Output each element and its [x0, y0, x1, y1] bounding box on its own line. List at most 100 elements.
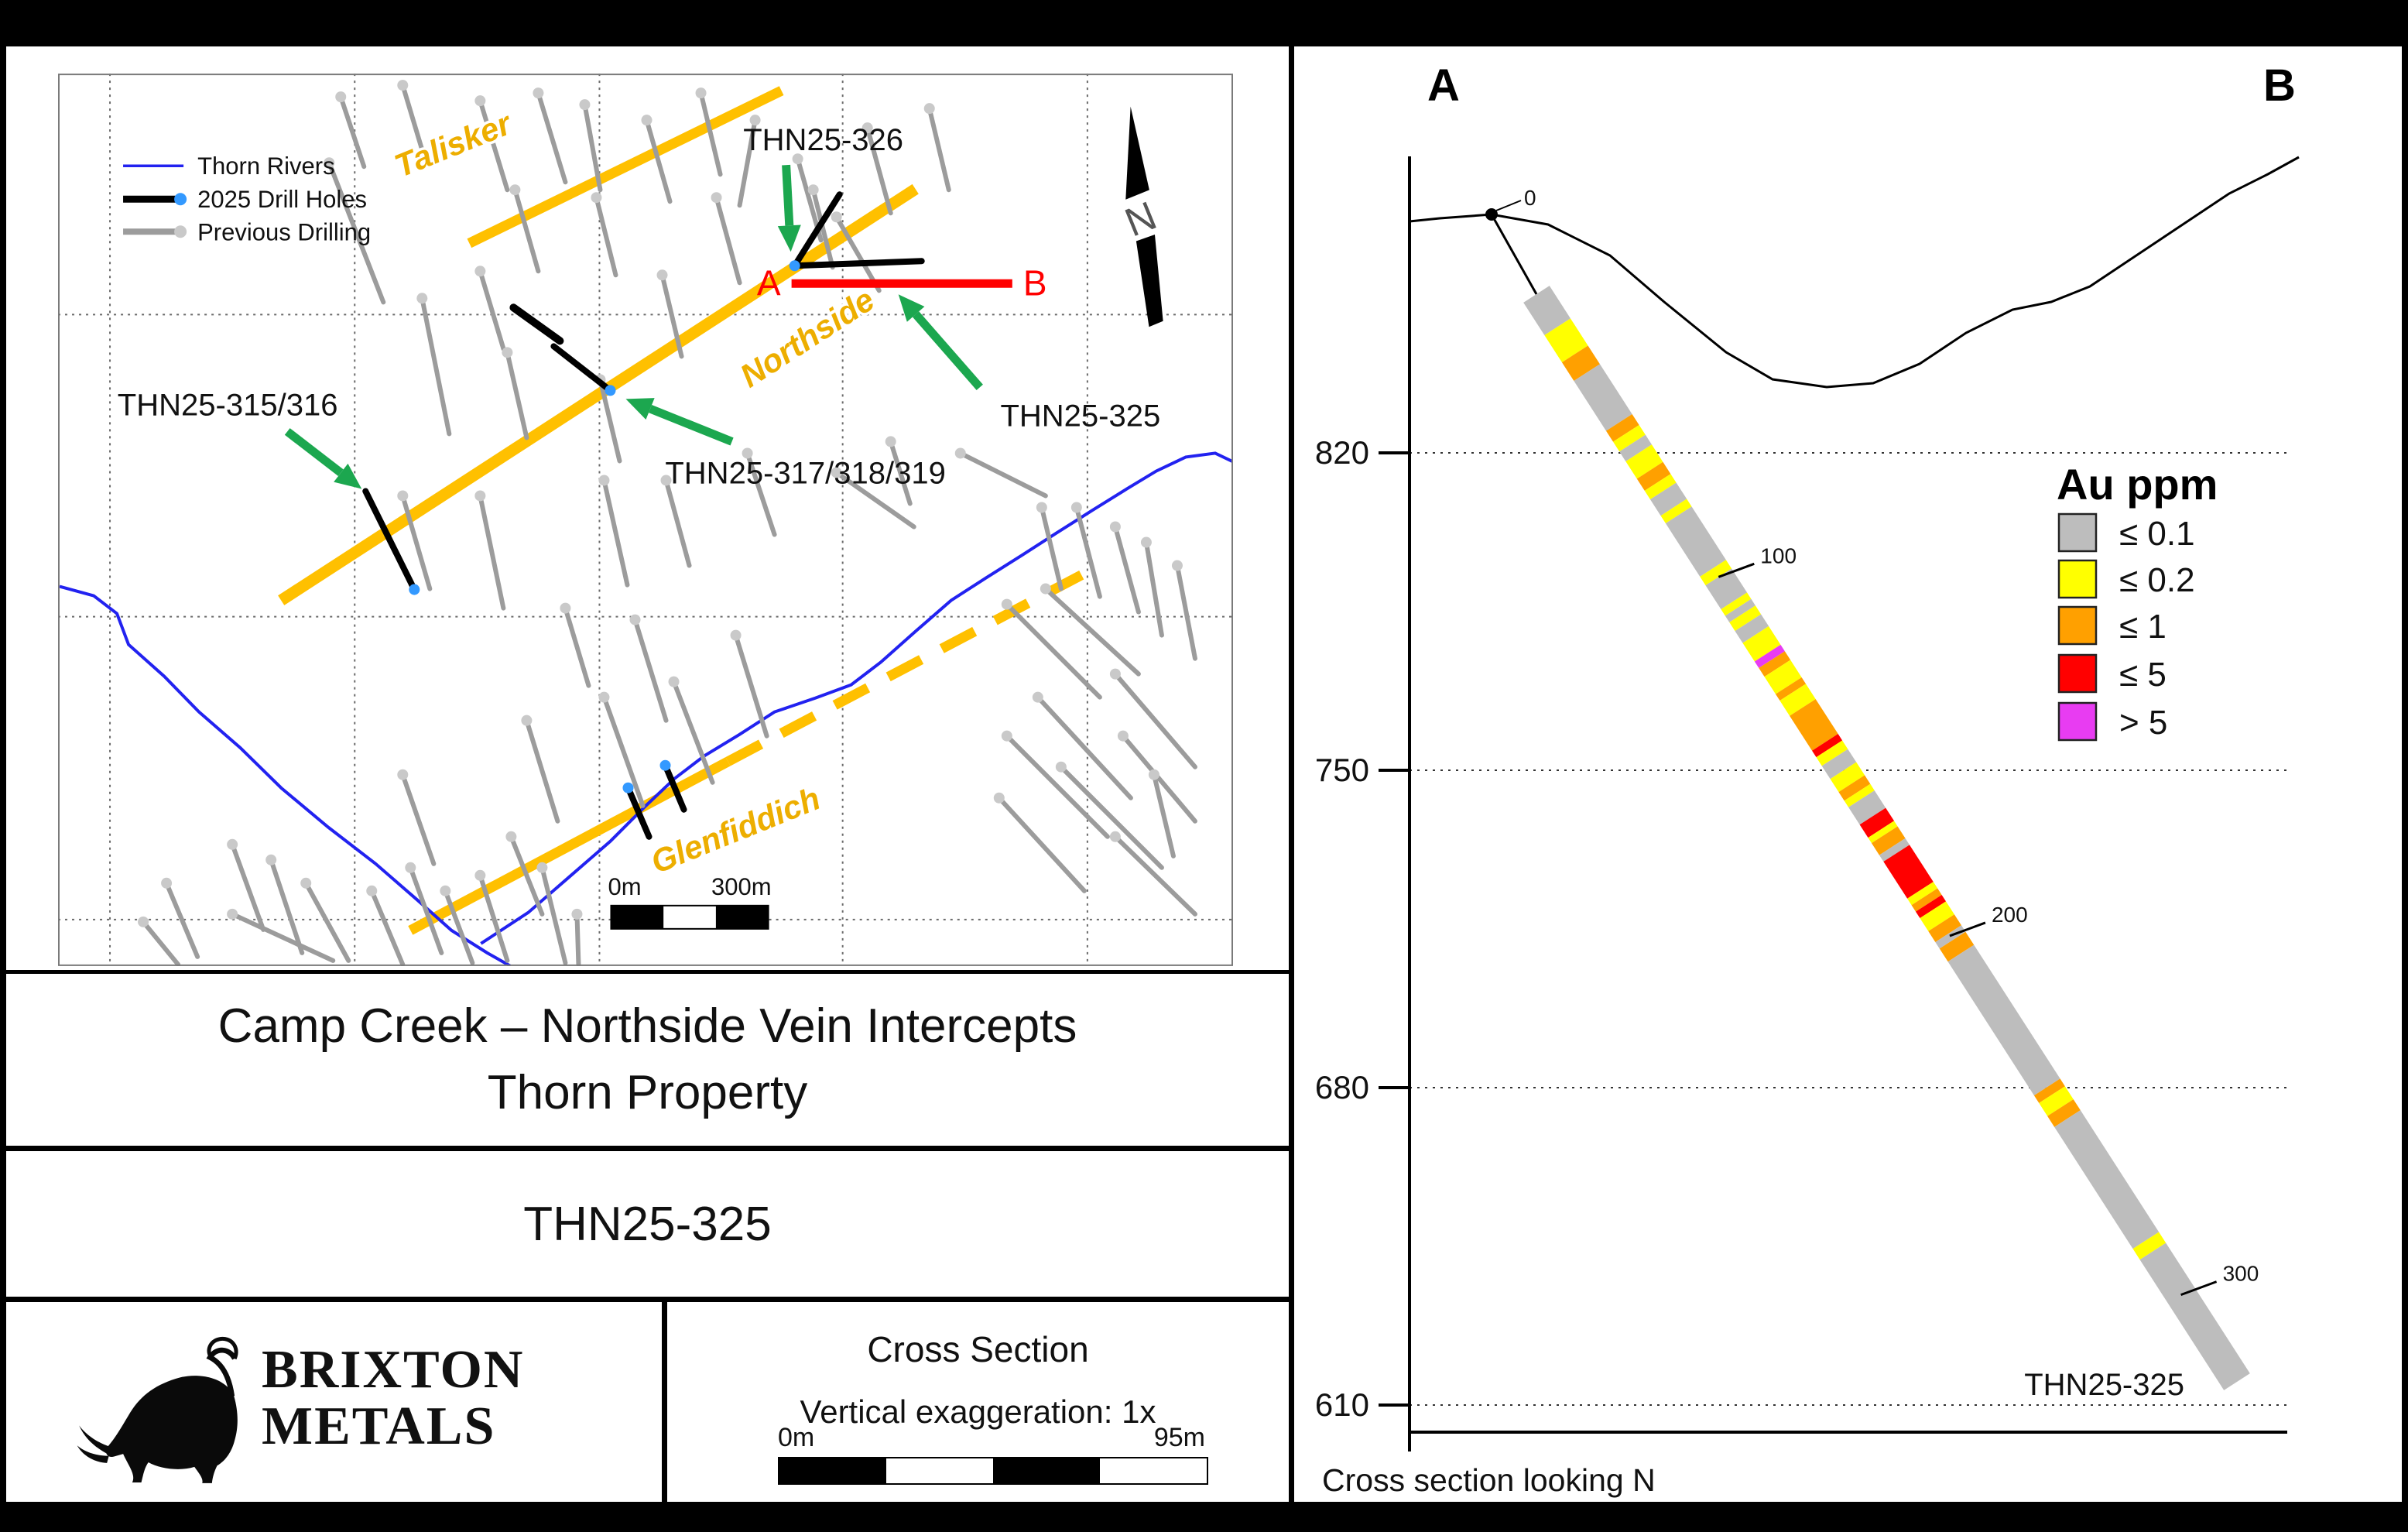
previous-drill-collar: [366, 885, 378, 896]
previous-drill-trace: [478, 98, 510, 193]
depth-label: 300: [2223, 1262, 2259, 1286]
north-arrow-top-blade: [1125, 106, 1149, 200]
previous-drill-collar: [923, 103, 935, 115]
drill-2025-collar: [605, 385, 616, 396]
previous-drill-trace: [420, 296, 452, 437]
drill-2025-trace: [362, 488, 416, 590]
previous-drill-collar: [397, 769, 409, 780]
drill-trace-upper: [1490, 214, 1538, 295]
previous-drill-collar: [1001, 730, 1012, 742]
previous-drill-collar: [1140, 536, 1152, 548]
previous-drill-trace: [400, 83, 429, 166]
assay-interval-g: [1619, 434, 1652, 461]
previous-drill-collar: [660, 475, 672, 486]
previous-drill-trace: [1174, 563, 1197, 661]
scalebar-segment: [993, 1458, 1100, 1483]
previous-drill-trace: [714, 195, 742, 286]
previous-drill-collar: [807, 184, 819, 196]
previous-drill-collar: [629, 614, 641, 625]
section-hole-label: THN25-325: [2024, 1368, 2184, 1402]
assay-interval-o: [1838, 775, 1871, 801]
previous-drill-collar: [1171, 560, 1183, 571]
assay-interval-g: [1574, 364, 1632, 431]
map-canvas: A B THN25-326 THN25-325 THN25-315/316 THN25-3…: [58, 74, 1234, 968]
assay-interval-g: [1725, 598, 1755, 622]
section-caption: Cross section looking N: [1322, 1462, 1656, 1498]
previous-drill-trace: [834, 470, 916, 530]
previous-drill-trace: [1074, 505, 1102, 599]
cross-section-canvas: 820 750 680 610 A B 0 100 200 300 THN25-325 Au ppm ≤…: [1315, 60, 2300, 1498]
previous-drill-trace: [369, 888, 406, 967]
previous-drill-trace: [512, 187, 541, 274]
previous-drill-collar: [227, 838, 238, 850]
legend-label: Thorn Rivers: [197, 153, 335, 180]
bull-logo-icon: [77, 1336, 238, 1483]
section-b-endpoint: B: [2263, 60, 2296, 111]
assay-interval-g: [2139, 1242, 2250, 1390]
collar-leader: [1495, 200, 1522, 211]
previous-drill-trace: [865, 125, 893, 216]
previous-drill-trace: [539, 865, 568, 965]
assay-interval-o: [1928, 914, 1961, 942]
company-name-line1: BRIXTON: [262, 1340, 525, 1400]
drill-2025-trace: [550, 343, 614, 394]
legend-2025-collar-dot: [174, 193, 187, 206]
terrain-profile: [1409, 156, 2300, 389]
assay-interval-o: [1775, 677, 1807, 701]
assay-interval-o: [2047, 1099, 2081, 1127]
figure-title-line2: Thorn Property: [487, 1066, 808, 1119]
elev-tick-label: 680: [1315, 1069, 1369, 1105]
previous-drill-trace: [443, 888, 475, 965]
previous-drill-trace: [1043, 586, 1141, 677]
legend-label: 2025 Drill Holes: [197, 186, 367, 213]
previous-drill-collar: [695, 87, 707, 99]
vertical-exaggeration-note: Vertical exaggeration: 1x: [800, 1393, 1156, 1430]
previous-drill-trace: [524, 718, 560, 824]
drill-2025-trace: [509, 303, 564, 345]
hole-id-block: THN25-325: [6, 1151, 1289, 1297]
depth-label: 200: [1992, 903, 2028, 927]
map-scale-left: 0m: [608, 873, 641, 900]
previous-drill-collar: [416, 293, 428, 304]
assay-interval-g: [1848, 790, 1886, 825]
previous-drill-collar: [474, 95, 486, 107]
previous-drill-collar: [509, 184, 521, 196]
assay-interval-y: [2039, 1086, 2074, 1116]
previous-drill-trace: [269, 857, 305, 955]
hole-label: THN25-326: [743, 123, 903, 157]
section-scalebar: [778, 1457, 1208, 1485]
collar-point: [1485, 208, 1498, 221]
map-legend: Thorn Rivers 2025 Drill Holes Previous Dri…: [123, 153, 371, 245]
section-scalebar-labels: 0m 95m: [778, 1423, 1205, 1453]
elev-tick-label: 820: [1315, 434, 1369, 471]
au-legend-label: ≤ 5: [2119, 656, 2167, 694]
previous-drill-collar: [521, 715, 533, 726]
previous-drill-collar: [792, 153, 803, 165]
cross-section-panel: 820 750 680 610 A B 0 100 200 300 THN25-325 Au ppm ≤…: [1294, 46, 2402, 1502]
previous-drill-collar: [730, 629, 742, 641]
previous-drill-trace: [478, 493, 506, 611]
previous-drill-trace: [230, 911, 336, 963]
au-legend-swatch-y: [2057, 559, 2098, 599]
annotation-arrow-shaft: [649, 404, 734, 446]
depth-tick: [1949, 921, 1986, 937]
assay-interval-g: [1735, 614, 1769, 643]
company-name: BRIXTON METALS: [262, 1342, 524, 1455]
previous-drill-collar: [1055, 761, 1067, 773]
previous-drill-collar: [397, 490, 409, 502]
previous-drill-trace: [598, 377, 622, 464]
previous-drill-trace: [1112, 671, 1197, 769]
previous-drill-collar: [993, 792, 1005, 804]
previous-drill-trace: [745, 451, 777, 537]
au-legend-swatch-g: [2057, 512, 2098, 553]
assay-interval-y: [1779, 684, 1816, 716]
au-legend-label: ≤ 1: [2119, 608, 2167, 646]
previous-drill-trace: [1120, 733, 1197, 824]
previous-drill-collar: [440, 885, 451, 896]
assay-interval-m: [1754, 644, 1785, 668]
previous-drill-trace: [632, 617, 669, 723]
hole-label: THN25-317/318/319: [665, 456, 946, 490]
drill-2025-collar: [789, 260, 800, 272]
previous-drill-trace: [1151, 772, 1176, 859]
previous-drill-collar: [579, 99, 591, 111]
